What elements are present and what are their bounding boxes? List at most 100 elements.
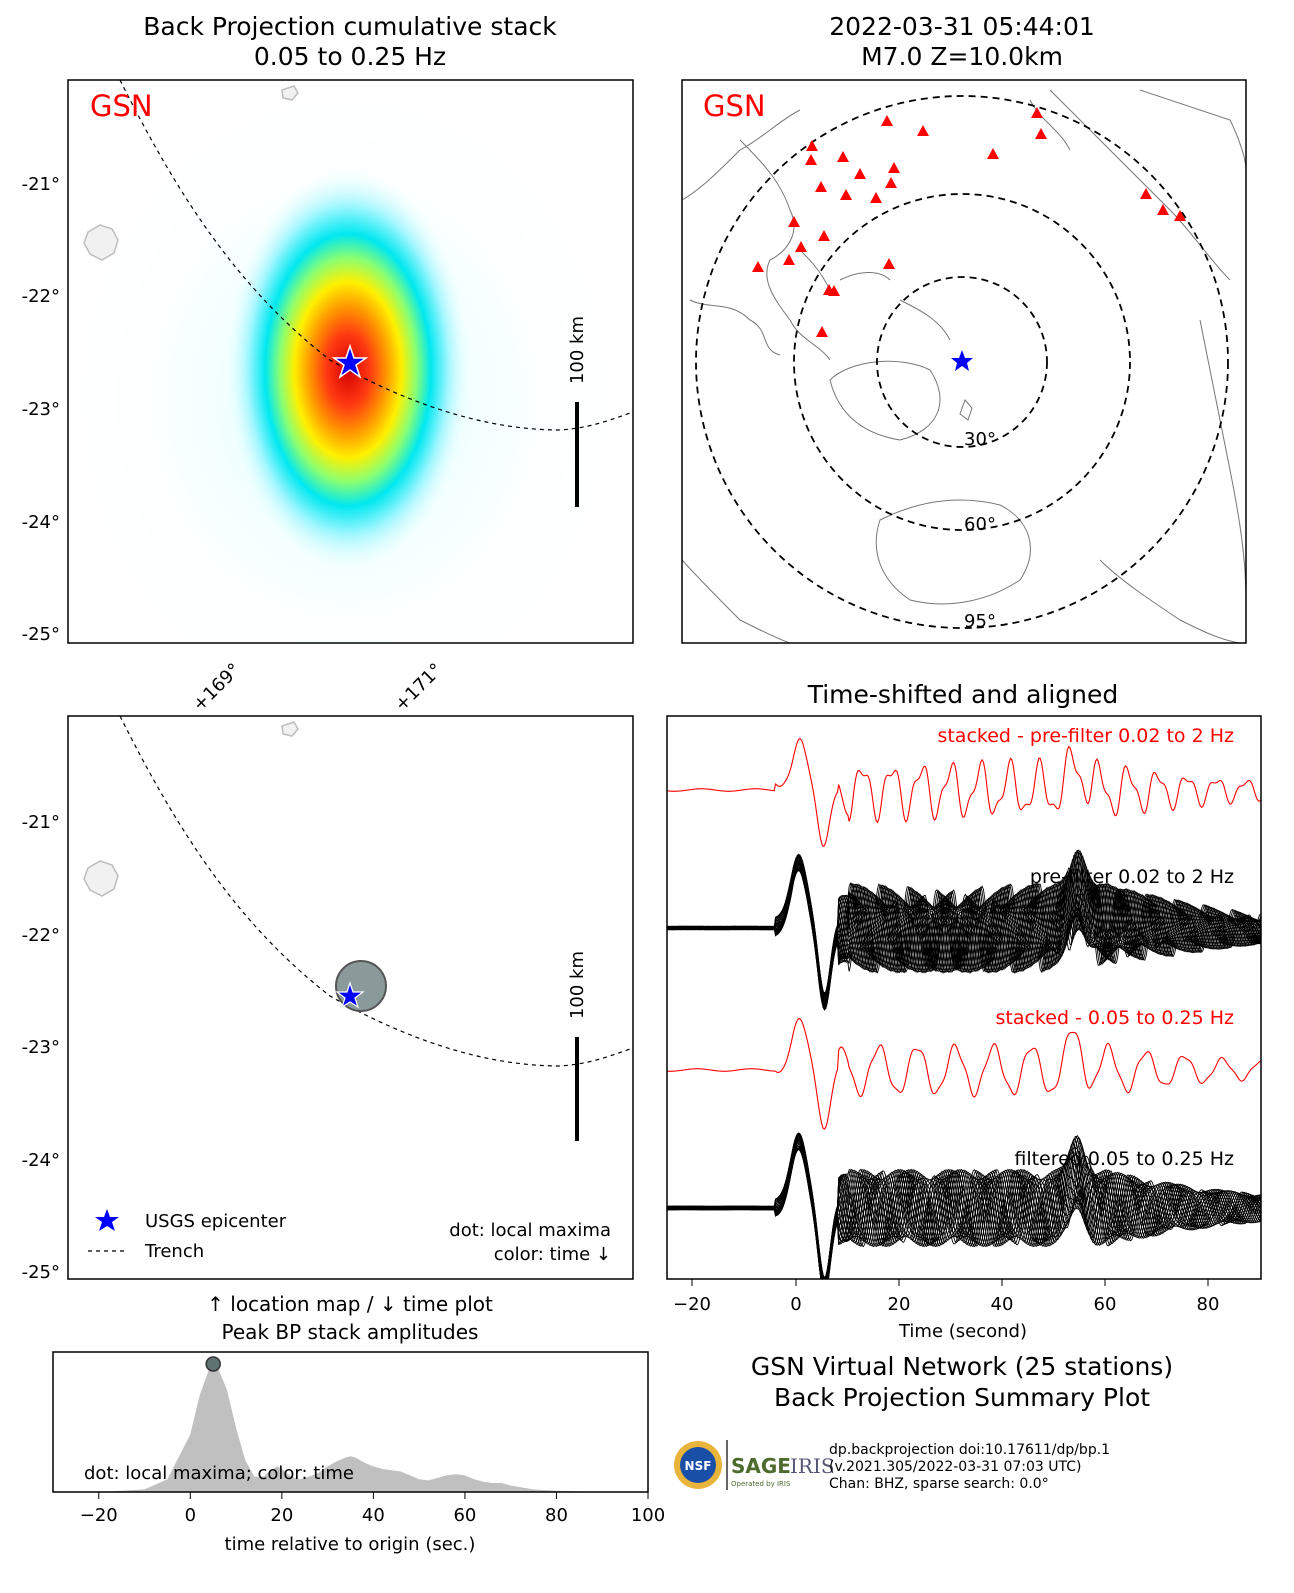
wf-xtick-1: −20 (673, 1294, 711, 1315)
ring-label-95: 95° (964, 611, 996, 632)
station-map-title-line2: M7.0 Z=10.0km (861, 42, 1063, 71)
loc-note-line1: dot: local maxima (449, 1220, 611, 1241)
loc-ytick-2: -22° (22, 925, 60, 946)
amplitude-area (53, 1364, 648, 1492)
station-triangle (815, 181, 827, 192)
bp-map-frame (67, 79, 634, 644)
bp-network-label: GSN (90, 89, 153, 123)
amplitude-panel: dot: local maxima; color: time −20 0 20 40 6… (52, 1351, 665, 1555)
loc-island-large (83, 860, 119, 897)
station-triangle (805, 154, 817, 165)
station-triangle (788, 216, 800, 227)
waveform-panel: Time-shifted and aligned stacked - pre-f… (666, 680, 1262, 1342)
waveform-trace (667, 855, 1261, 1005)
bp-ytick-5: -25° (22, 624, 60, 645)
summary-line2: Back Projection Summary Plot (774, 1383, 1150, 1412)
ring-label-60: 60° (964, 514, 996, 535)
station-triangle (1174, 210, 1186, 221)
iris-logo-text: IRIS (790, 1454, 835, 1478)
station-map-frame (681, 79, 1247, 644)
station-triangle (881, 115, 893, 126)
bp-ytick-2: -22° (22, 286, 60, 307)
amplitude-xlabel: time relative to origin (sec.) (225, 1534, 476, 1555)
bp-map-title-line2: 0.05 to 0.25 Hz (254, 42, 446, 71)
bp-island-small (281, 85, 299, 101)
loc-epicenter-star (335, 981, 365, 1009)
operated-by-text: Operated by IRIS (731, 1480, 791, 1488)
wf-xtick-2: 0 (790, 1294, 801, 1315)
bp-xtick-1: +169° (189, 659, 245, 715)
station-triangle (883, 258, 895, 269)
coastlines (682, 89, 1246, 643)
station-triangle (806, 140, 818, 151)
location-map-frame (67, 715, 634, 1280)
waveform-trace (667, 737, 1261, 848)
sage-logo-text: SAGE (731, 1454, 791, 1478)
waveform-trace (667, 861, 1261, 999)
loc-ytick-1: -21° (22, 812, 60, 833)
station-triangle (752, 261, 764, 272)
amplitude-tick-label: −20 (80, 1505, 118, 1526)
ring-label-30: 30° (964, 429, 996, 450)
loc-caption-line1: ↑ location map / ↓ time plot (207, 1292, 493, 1316)
bp-ytick-1: -21° (22, 174, 60, 195)
waveform-trace (667, 858, 1261, 1008)
loc-ytick-3: -23° (22, 1037, 60, 1058)
amplitude-tick-label: 0 (185, 1505, 196, 1526)
station-triangle (885, 177, 897, 188)
bp-xtick-2: +171° (391, 659, 447, 715)
station-triangle (840, 189, 852, 200)
amplitude-x-ticks: −20 0 20 40 60 80 100 (80, 1492, 665, 1526)
waveform-title: Time-shifted and aligned (807, 680, 1119, 709)
amplitude-tick-label: 100 (631, 1505, 665, 1526)
wf-label-prefilter: pre-filter 0.02 to 2 Hz (1030, 866, 1234, 888)
wf-xtick-6: 80 (1197, 1294, 1220, 1315)
station-markers (752, 107, 1186, 337)
meta-line3: Chan: BHZ, sparse search: 0.0° (829, 1476, 1049, 1492)
station-triangle (987, 148, 999, 159)
station-triangle (917, 125, 929, 136)
loc-ytick-4: -24° (22, 1150, 60, 1171)
amplitude-peak-dot (205, 1356, 221, 1372)
location-map-panel: 100 km USGS epicenter Trench dot: local … (22, 715, 634, 1344)
meta-line1: dp.backprojection doi:10.17611/dp/bp.1 (829, 1442, 1110, 1458)
amplitude-tick-label: 40 (362, 1505, 385, 1526)
waveform-trace (667, 854, 1261, 1002)
waveform-trace (667, 1135, 1261, 1279)
waveform-trace (667, 1148, 1261, 1279)
legend-epicenter-label: USGS epicenter (145, 1211, 287, 1232)
station-map-epicenter-star (951, 350, 973, 371)
station-triangle (854, 168, 866, 179)
station-triangle (837, 151, 849, 162)
waveform-trace (667, 1144, 1261, 1279)
loc-caption-line2: Peak BP stack amplitudes (222, 1320, 479, 1344)
waveform-trace (667, 1138, 1261, 1279)
station-triangle (828, 285, 840, 296)
station-triangle (818, 230, 830, 241)
waveform-x-ticks (691, 1279, 1209, 1286)
station-map-title-line1: 2022-03-31 05:44:01 (829, 12, 1095, 41)
bp-map-panel: Back Projection cumulative stack 0.05 to… (22, 12, 634, 716)
nsf-logo: NSF (674, 1441, 722, 1489)
bp-ytick-3: -23° (22, 399, 60, 420)
bp-ytick-4: -24° (22, 512, 60, 533)
loc-island-small (281, 721, 299, 737)
wf-label-stacked-prefilter: stacked - pre-filter 0.02 to 2 Hz (937, 725, 1234, 747)
bp-scale-label: 100 km (567, 316, 588, 384)
legend-epicenter-star (95, 1209, 119, 1231)
waveform-trace (667, 1140, 1261, 1279)
station-triangle (1035, 128, 1047, 139)
loc-ytick-5: -25° (22, 1262, 60, 1283)
amplitude-tick-label: 20 (270, 1505, 293, 1526)
waveform-frame (666, 715, 1262, 1280)
wf-xtick-3: 20 (888, 1294, 911, 1315)
waveform-xlabel: Time (second) (898, 1321, 1027, 1342)
amplitude-tick-label: 60 (453, 1505, 476, 1526)
station-triangle (888, 162, 900, 173)
amplitude-frame (52, 1351, 649, 1493)
waveform-trace (667, 858, 1261, 1010)
station-triangle (1140, 188, 1152, 199)
distance-rings (695, 95, 1229, 629)
nsf-logo-text: NSF (685, 1459, 712, 1473)
